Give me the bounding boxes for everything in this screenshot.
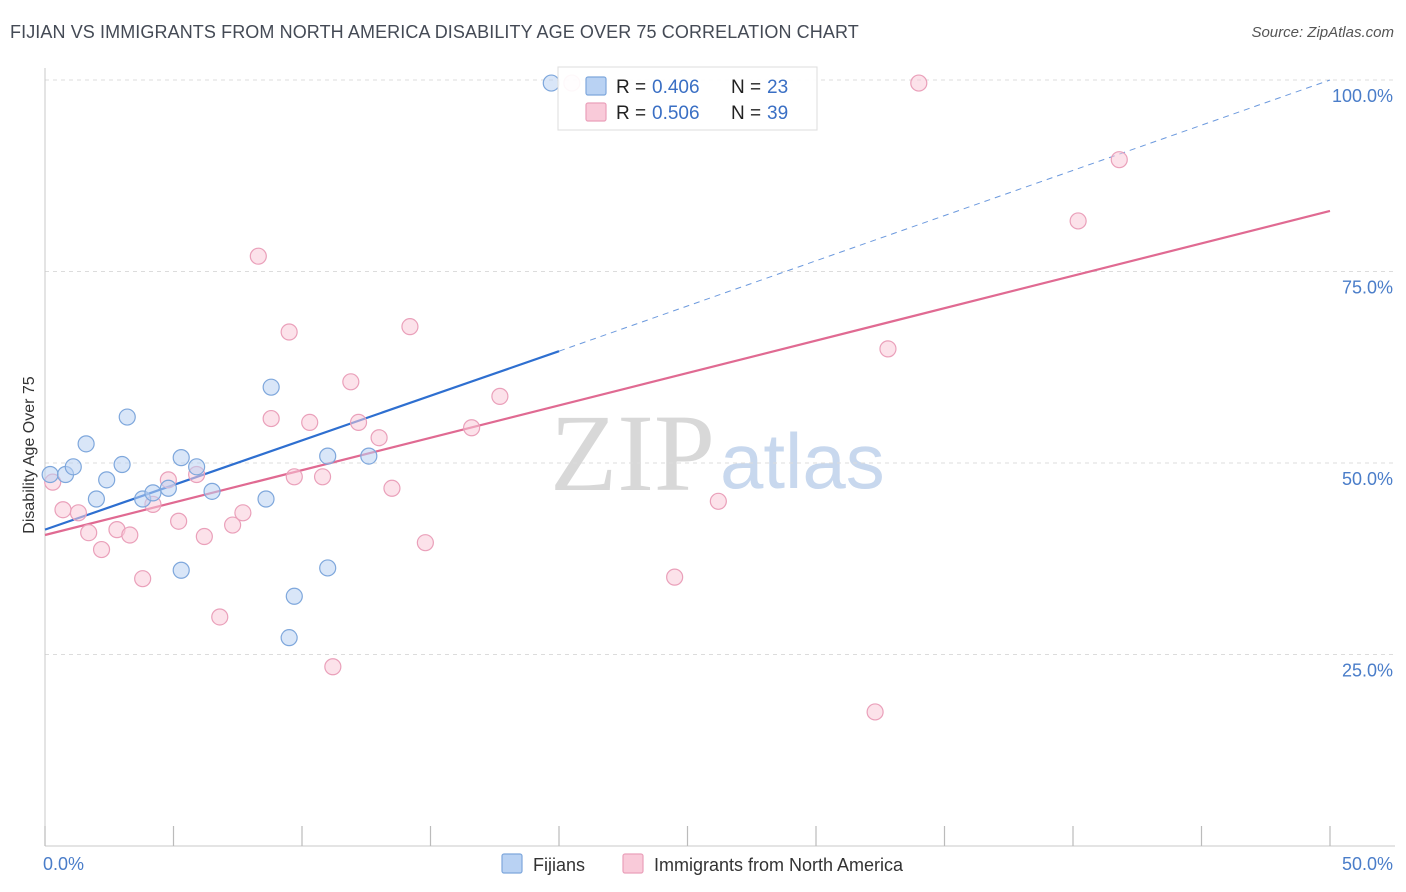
point-immigrants <box>170 512 188 530</box>
point-immigrants <box>285 468 303 486</box>
point-immigrants <box>280 323 298 341</box>
y-tick-label: 75.0% <box>1342 278 1393 298</box>
point-fijians <box>203 482 221 500</box>
point-immigrants <box>463 419 481 437</box>
point-immigrants <box>92 540 111 559</box>
point-immigrants <box>195 527 213 546</box>
point-fijians <box>118 408 136 426</box>
legend-n-value: 23 <box>767 77 788 98</box>
point-fijians <box>188 458 206 476</box>
legend-series-label: Fijians <box>533 855 585 875</box>
point-immigrants <box>134 570 152 588</box>
point-immigrants <box>80 524 98 542</box>
point-immigrants <box>121 526 139 544</box>
point-fijians <box>172 561 190 579</box>
point-fijians <box>257 490 275 508</box>
legend-n-value: 39 <box>767 103 788 124</box>
point-fijians <box>285 587 303 605</box>
point-immigrants <box>879 340 897 358</box>
point-immigrants <box>1069 212 1087 230</box>
trend-line-fijians-extension <box>558 79 1331 352</box>
point-fijians <box>172 449 190 467</box>
point-immigrants <box>709 492 727 510</box>
legend-swatch <box>585 102 607 122</box>
source-label: Source: ZipAtlas.com <box>1251 24 1394 41</box>
watermark: ZIP atlas <box>550 392 885 514</box>
point-immigrants <box>491 387 509 405</box>
point-fijians <box>542 74 560 92</box>
point-immigrants <box>401 318 419 336</box>
point-immigrants <box>313 468 332 486</box>
point-immigrants <box>211 608 229 626</box>
legend-swatch-bottom <box>622 853 644 874</box>
trend-line-immigrants <box>44 209 1331 537</box>
legend-r-label: R = <box>616 103 646 124</box>
point-immigrants <box>349 413 368 432</box>
y-tick-label: 100.0% <box>1332 86 1393 106</box>
point-fijians <box>113 455 131 474</box>
point-immigrants <box>383 479 401 497</box>
point-fijians <box>77 435 95 453</box>
watermark-zip: ZIP <box>550 392 715 514</box>
y-tick-label: 50.0% <box>1342 469 1393 489</box>
point-fijians <box>280 629 298 647</box>
point-fijians <box>319 559 337 577</box>
legend-swatch <box>585 76 607 96</box>
y-tick-label: 25.0% <box>1342 661 1393 681</box>
point-immigrants <box>666 568 684 586</box>
point-immigrants <box>324 658 342 676</box>
point-fijians <box>87 490 106 508</box>
point-fijians <box>98 471 116 489</box>
point-immigrants <box>301 413 319 432</box>
point-immigrants <box>224 516 242 534</box>
legend-r-label: R = <box>616 77 646 98</box>
point-immigrants <box>69 504 88 522</box>
chart-title: FIJIAN VS IMMIGRANTS FROM NORTH AMERICA … <box>10 22 859 42</box>
legend-stats: R = 0.406 N = 23 R = 0.506 N = 39 <box>557 66 818 131</box>
point-immigrants <box>370 429 388 447</box>
legend-n-label: N = <box>731 103 761 124</box>
legend-swatch-bottom <box>501 853 523 874</box>
point-fijians <box>262 378 280 396</box>
legend-r-value: 0.406 <box>652 77 700 98</box>
point-immigrants <box>234 504 252 522</box>
point-fijians <box>144 484 162 502</box>
point-fijians <box>159 479 177 497</box>
point-immigrants <box>416 534 434 552</box>
point-immigrants <box>910 74 928 92</box>
legend-series-label: Immigrants from North America <box>654 855 904 875</box>
point-fijians <box>319 447 337 465</box>
trend-lines <box>44 79 1331 537</box>
point-immigrants <box>249 247 267 265</box>
point-immigrants <box>54 501 72 519</box>
x-tick-label-left: 0.0% <box>43 854 84 874</box>
watermark-atlas: atlas <box>720 417 885 505</box>
legend-n-label: N = <box>731 77 761 98</box>
trend-line-fijians <box>44 350 560 531</box>
legend-r-value: 0.506 <box>652 103 700 124</box>
point-fijians <box>360 447 378 465</box>
point-immigrants <box>866 703 884 721</box>
gridlines <box>45 79 1395 655</box>
point-immigrants <box>1110 151 1128 169</box>
legend-series: Fijians Immigrants from North America <box>501 853 904 875</box>
point-immigrants <box>262 409 280 428</box>
x-tick-label-right: 50.0% <box>1342 854 1393 874</box>
point-fijians <box>41 465 59 484</box>
axes: 100.0% 75.0% 50.0% 25.0% 0.0% 50.0% <box>43 68 1395 874</box>
point-immigrants <box>342 373 360 391</box>
point-fijians <box>64 458 82 476</box>
